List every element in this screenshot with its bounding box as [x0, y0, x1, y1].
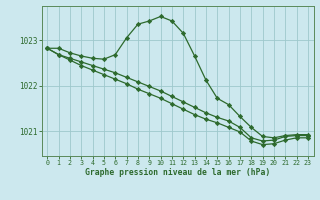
X-axis label: Graphe pression niveau de la mer (hPa): Graphe pression niveau de la mer (hPa): [85, 168, 270, 177]
